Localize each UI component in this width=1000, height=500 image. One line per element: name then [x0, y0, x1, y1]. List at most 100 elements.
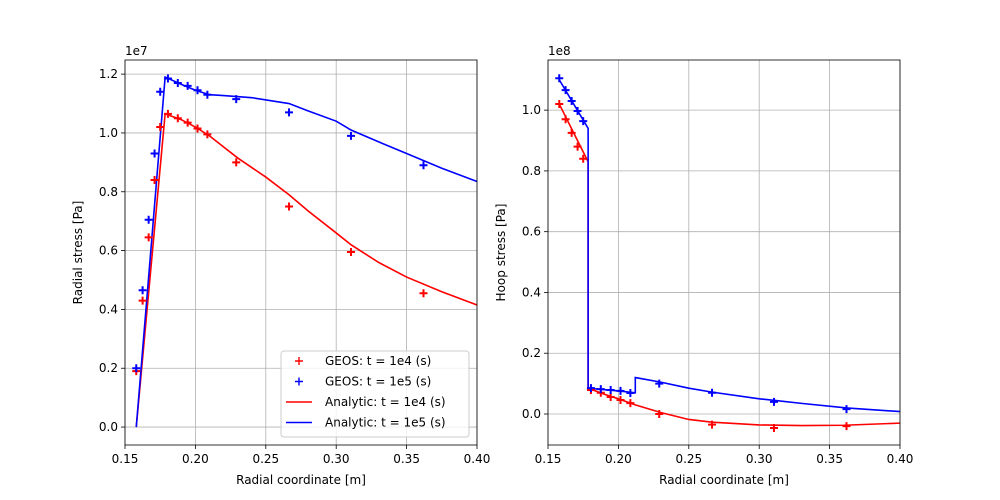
subplot-1: 0.15 0.20 0.25 0.30 0.35 0.40 0.0 0.2 0.4 0.6 0.8 1… — [71, 44, 490, 487]
geos-data-point — [183, 118, 192, 127]
geos-data-point — [769, 423, 778, 432]
geos-data-point — [561, 86, 570, 95]
geos-data-point — [285, 108, 294, 117]
geos-data-point — [842, 422, 851, 431]
geos-data-point — [144, 233, 153, 242]
x-tick-label: 0.15 — [112, 452, 139, 466]
y-offset-text: 1e8 — [548, 44, 571, 58]
y-axis-label: Hoop stress [Pa] — [494, 204, 508, 302]
axes-frame — [547, 59, 901, 446]
geos-data-point — [579, 117, 588, 126]
geos-data-point — [579, 154, 588, 163]
geos-data-point — [616, 386, 625, 395]
x-tick-label: 0.35 — [816, 452, 843, 466]
y-tick-label: 0.6 — [99, 244, 118, 258]
geos-data-point — [555, 100, 564, 109]
axes-frame — [124, 59, 478, 446]
y-axis-label: Radial stress [Pa] — [71, 201, 85, 305]
x-tick-label: 0.30 — [323, 452, 350, 466]
geos-data-point — [555, 74, 564, 83]
y-tick-label: 0.2 — [522, 346, 541, 360]
x-tick-label: 0.25 — [675, 452, 702, 466]
x-tick-label: 0.20 — [605, 452, 632, 466]
x-tick-label: 0.40 — [464, 452, 491, 466]
geos-data-point — [842, 405, 851, 414]
geos-data-point — [138, 296, 147, 305]
x-axis-label: Radial coordinate [m] — [236, 473, 366, 487]
geos-data-point — [232, 158, 241, 167]
legend: GEOS: t = 1e4 (s) GEOS: t = 1e5 (s) Analyt… — [280, 350, 470, 438]
geos-data-point — [708, 388, 717, 397]
geos-data-point — [596, 385, 605, 394]
geos-data-point — [163, 109, 172, 118]
geos-data-point — [655, 379, 664, 388]
y-tick-label: 0.8 — [522, 164, 541, 178]
geos-data-point — [616, 396, 625, 405]
geos-data-point — [606, 392, 615, 401]
y-tick-label: 0.4 — [522, 285, 541, 299]
geos-data-point — [173, 78, 182, 87]
subplot-2: 0.15 0.20 0.25 0.30 0.35 0.40 0.0 0.2 0.4 0.6 0.8 1… — [494, 44, 913, 487]
geos-data-point — [132, 364, 141, 373]
analytic-line — [558, 103, 900, 427]
geos-data-point — [144, 215, 153, 224]
geos-data-point — [150, 149, 159, 158]
geos-data-point — [626, 389, 635, 398]
geos-data-point — [346, 131, 355, 140]
x-tick-label: 0.30 — [746, 452, 773, 466]
geos-data-point — [156, 123, 165, 132]
analytic-line — [558, 79, 900, 413]
geos-data-point — [567, 128, 576, 137]
plot-area — [558, 79, 900, 427]
y-tick-label: 0.6 — [522, 225, 541, 239]
geos-data-point — [203, 90, 212, 99]
geos-data-point — [606, 386, 615, 394]
geos-data-point — [150, 176, 159, 184]
x-tick-label: 0.20 — [182, 452, 209, 466]
geos-data-point — [138, 286, 147, 295]
legend-label: Analytic: t = 1e5 (s) — [325, 416, 446, 430]
geos-data-point — [561, 115, 570, 124]
x-tick-label: 0.25 — [252, 452, 279, 466]
y-tick-label: 0.0 — [522, 407, 541, 421]
geos-data-point — [567, 97, 576, 106]
y-tick-label: 1.0 — [99, 126, 118, 140]
geos-data-point — [163, 74, 172, 83]
geos-data-point — [156, 87, 165, 96]
legend-label: GEOS: t = 1e4 (s) — [325, 354, 431, 368]
geos-data-point — [346, 248, 355, 257]
geos-data-point — [203, 130, 212, 139]
y-tick-label: 0.4 — [99, 302, 118, 316]
x-tick-label: 0.15 — [535, 452, 562, 466]
y-tick-label: 0.2 — [99, 361, 118, 375]
y-tick-label: 0.8 — [99, 185, 118, 199]
geos-data-point — [193, 86, 202, 95]
geos-data-point — [232, 95, 241, 104]
geos-data-point — [173, 114, 182, 123]
geos-data-point — [419, 161, 428, 170]
geos-data-point — [573, 107, 582, 116]
geos-data-point — [769, 397, 778, 406]
geos-data-point — [285, 202, 294, 211]
legend-marker — [295, 377, 303, 386]
geos-data-point — [586, 384, 595, 393]
geos-data-point — [193, 124, 202, 133]
geos-data-point — [573, 142, 582, 151]
x-axis-label: Radial coordinate [m] — [659, 473, 789, 487]
y-offset-text: 1e7 — [125, 44, 148, 58]
geos-data-point — [419, 289, 428, 298]
y-tick-label: 1.0 — [522, 103, 541, 117]
legend-frame — [280, 350, 470, 438]
legend-label: GEOS: t = 1e5 (s) — [325, 375, 431, 389]
legend-marker — [295, 357, 303, 365]
geos-data-point — [655, 410, 664, 419]
y-tick-label: 0.0 — [99, 420, 118, 434]
y-tick-label: 1.2 — [99, 67, 118, 81]
x-tick-label: 0.35 — [393, 452, 420, 466]
x-tick-label: 0.40 — [887, 452, 914, 466]
geos-data-point — [626, 399, 635, 408]
legend-label: Analytic: t = 1e4 (s) — [325, 395, 446, 409]
geos-data-point — [183, 81, 192, 90]
geos-data-point — [708, 420, 717, 429]
